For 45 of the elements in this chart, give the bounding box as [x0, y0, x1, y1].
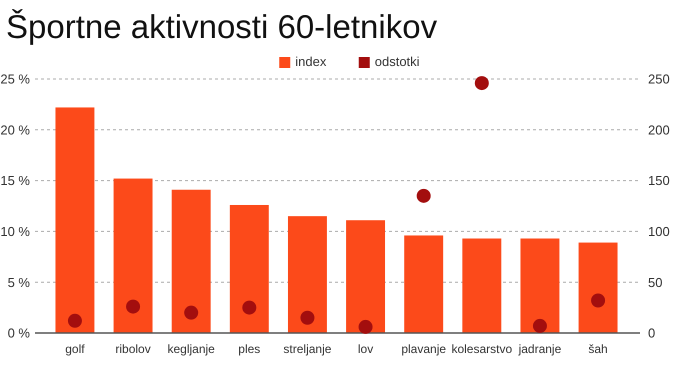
point — [416, 188, 431, 203]
x-tick-label: streljanje — [283, 342, 332, 356]
y-tick-label: 5 % — [8, 274, 30, 290]
y2-tick-label: 100 — [648, 224, 670, 239]
x-tick-label: šah — [588, 342, 608, 356]
x-tick-label: kolesarstvo — [451, 342, 512, 356]
point — [242, 300, 256, 315]
point — [591, 293, 606, 308]
point — [358, 320, 373, 334]
bar — [288, 216, 327, 333]
chart-title: Športne aktivnosti 60-letnikov — [6, 8, 438, 45]
bar — [346, 220, 386, 333]
bar — [230, 204, 269, 333]
bar — [462, 238, 502, 333]
legend-label: index — [295, 54, 327, 69]
y-tick-label: 20 % — [0, 122, 30, 138]
y2-tick-label: 50 — [648, 274, 662, 290]
point — [474, 76, 489, 90]
y-tick-label: 0 % — [8, 326, 30, 341]
x-tick-label: kegljanje — [168, 342, 216, 356]
y-tick-label: 25 % — [0, 72, 30, 87]
bar — [172, 190, 211, 333]
point — [532, 318, 547, 333]
y2-tick-label: 0 — [648, 326, 656, 341]
y-tick-label: 15 % — [0, 173, 30, 188]
x-tick-label: ribolov — [115, 342, 151, 356]
y-tick-label: 10 % — [0, 224, 30, 239]
x-tick-label: plavanje — [401, 342, 446, 356]
y2-tick-label: 250 — [648, 72, 670, 87]
x-tick-label: golf — [65, 342, 86, 356]
y2-tick-label: 150 — [648, 173, 670, 188]
point — [68, 314, 82, 328]
bar — [520, 238, 560, 333]
x-tick-label: ples — [238, 342, 260, 356]
x-tick-label: jadranje — [518, 342, 562, 356]
legend-label: odstotki — [374, 54, 420, 69]
bar — [55, 107, 94, 333]
x-tick-label: lov — [358, 342, 374, 356]
bar — [578, 242, 618, 333]
point — [184, 306, 198, 320]
bar — [114, 178, 153, 333]
y2-tick-label: 200 — [648, 122, 670, 138]
bar — [404, 235, 444, 333]
point — [300, 310, 314, 325]
point — [126, 300, 140, 314]
